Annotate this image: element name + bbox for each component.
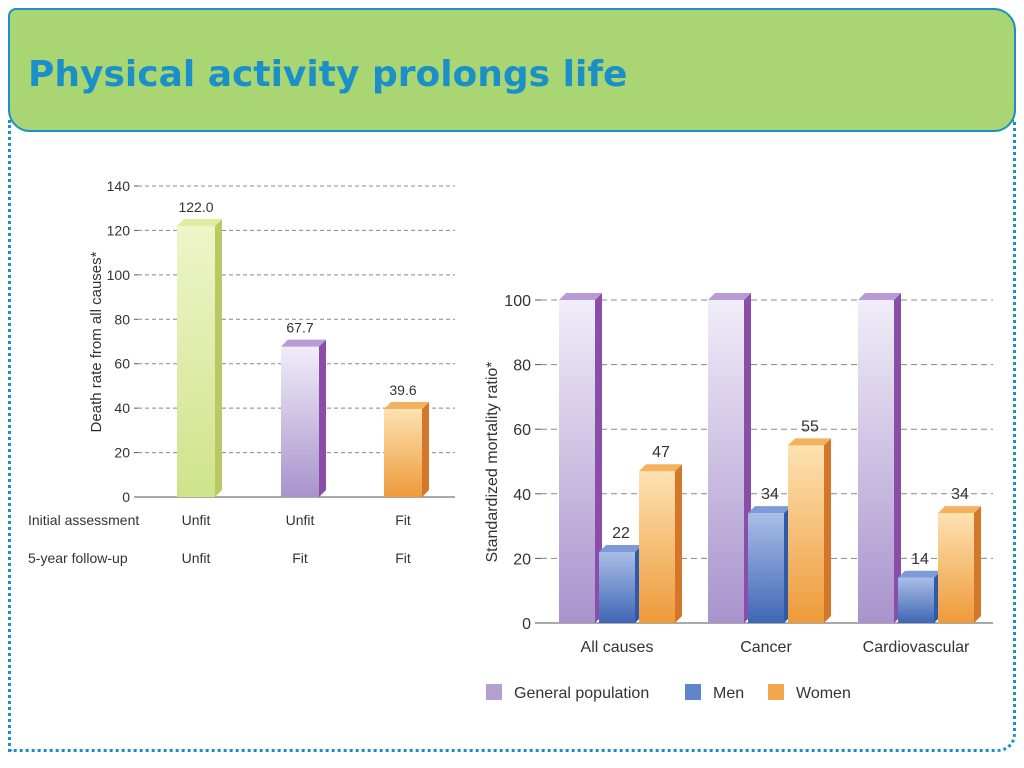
bar-side (319, 339, 326, 497)
bar-front (938, 513, 974, 623)
y-tick-label: 140 (107, 178, 131, 194)
bar (938, 506, 981, 623)
bar-top (898, 570, 941, 578)
bar-side (974, 506, 981, 623)
bar (708, 293, 751, 623)
bar (384, 402, 429, 497)
legend-swatch (486, 684, 502, 700)
data-label: 55 (801, 418, 819, 435)
row-cell: Unfit (286, 512, 315, 528)
bar-front (898, 577, 934, 623)
bar-top (384, 402, 429, 410)
bar (639, 464, 682, 623)
y-tick-label: 100 (107, 267, 131, 283)
y-tick-label: 80 (513, 358, 531, 375)
bar-top (708, 293, 751, 300)
data-label: 14 (911, 551, 929, 568)
y-tick-label: 60 (114, 356, 130, 372)
bar-front (708, 300, 744, 623)
bar-top (788, 438, 831, 446)
bar-side (422, 402, 429, 497)
bar-side (675, 464, 682, 623)
row-cell: Fit (395, 512, 411, 528)
data-label: 47 (652, 444, 670, 461)
bar-front (384, 409, 422, 497)
bar-front (858, 300, 894, 623)
bar-top (639, 464, 682, 472)
legend-swatch (685, 684, 701, 700)
category-label: Cardiovascular (863, 639, 970, 656)
bar-front (177, 225, 215, 497)
bar-top (559, 293, 602, 300)
row-cell: Unfit (182, 550, 211, 566)
bar-top (748, 506, 791, 514)
y-tick-label: 20 (513, 551, 531, 568)
legend-label: Men (713, 685, 744, 702)
row-cell: Fit (292, 550, 308, 566)
y-axis-label: Standardized mortality ratio* (484, 362, 501, 563)
bar-side (894, 293, 901, 623)
legend-swatch (768, 684, 784, 700)
y-tick-label: 0 (522, 616, 531, 633)
y-tick-label: 120 (107, 222, 131, 238)
bar-side (824, 438, 831, 623)
title-banner: Physical activity prolongs life (8, 8, 1016, 132)
bar-front (281, 346, 319, 497)
bar-top (858, 293, 901, 300)
data-label: 67.7 (286, 320, 313, 336)
row-cell: Unfit (182, 512, 211, 528)
bar-top (281, 339, 326, 347)
y-tick-label: 40 (114, 400, 130, 416)
data-label: 22 (612, 525, 630, 542)
row-label: 5-year follow-up (28, 550, 128, 566)
y-tick-label: 20 (114, 445, 130, 461)
y-tick-label: 80 (114, 311, 130, 327)
y-axis-label: Death rate from all causes* (88, 251, 105, 432)
bar-front (599, 551, 635, 623)
left-chart: 0 20 40 60 80 100 120 140 Death rate from all ca… (28, 178, 455, 566)
bar-front (639, 471, 675, 623)
bar (281, 339, 326, 497)
bar-front (748, 513, 784, 623)
y-tick-label: 60 (513, 422, 531, 439)
bar-side (595, 293, 602, 623)
data-label: 122.0 (178, 199, 213, 215)
y-tick-label: 0 (122, 489, 130, 505)
bar (788, 438, 831, 623)
legend-label: General population (514, 685, 649, 702)
bar-front (788, 445, 824, 623)
bar-top (599, 544, 642, 552)
row-label: Initial assessment (28, 512, 139, 528)
bar-side (215, 218, 222, 497)
category-label: All causes (581, 639, 654, 656)
page-title: Physical activity prolongs life (28, 54, 628, 95)
bar (599, 544, 642, 623)
bar (559, 293, 602, 623)
data-label: 34 (951, 486, 969, 503)
bar (898, 570, 941, 623)
legend-label: Women (796, 685, 851, 702)
bar-front (559, 300, 595, 623)
data-label: 34 (761, 486, 779, 503)
bar (858, 293, 901, 623)
bar-top (938, 506, 981, 514)
right-chart: 0 20 40 60 80 100 Standardized mortality ratio… (484, 293, 993, 702)
y-tick-label: 40 (513, 487, 531, 504)
bar (748, 506, 791, 623)
data-label: 39.6 (389, 382, 416, 398)
row-cell: Fit (395, 550, 411, 566)
y-tick-label: 100 (504, 293, 531, 310)
category-label: Cancer (740, 639, 792, 656)
slide-frame (8, 120, 1016, 752)
bar (177, 218, 222, 497)
bar-top (177, 218, 222, 226)
